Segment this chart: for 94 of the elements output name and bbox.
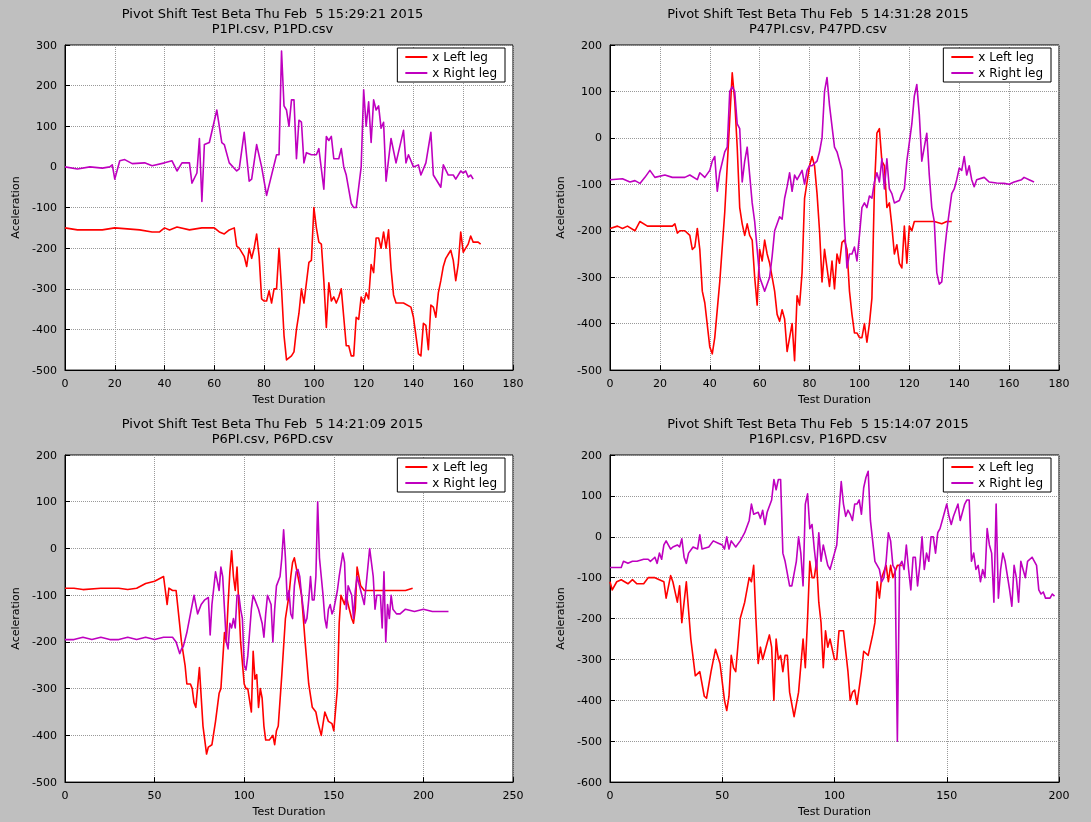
line-series [609, 72, 953, 362]
y-tick-label: 200 [36, 448, 57, 462]
chart-title: Pivot Shift Test Beta Thu Feb 5 15:29:21 2015 [121, 6, 424, 21]
y-tick-label: 0 [50, 160, 57, 174]
x-tick-label: 40 [702, 377, 717, 391]
chart-subtitle: P47PI.csv, P47PD.csv [748, 21, 888, 36]
x-tick-label: 150 [323, 789, 345, 803]
x-tick-label: 100 [233, 789, 255, 803]
y-tick-label: 200 [36, 79, 57, 93]
legend-label: x Right leg [978, 476, 1044, 490]
x-tick-label: 0 [61, 789, 69, 803]
y-tick-label: 200 [581, 448, 602, 462]
legend-label: x Right leg [978, 66, 1044, 80]
chart-subtitle: P6PI.csv, P6PD.csv [211, 431, 334, 446]
y-tick-label: -400 [577, 317, 602, 331]
x-tick-label: 140 [402, 377, 424, 391]
chart-title: Pivot Shift Test Beta Thu Feb 5 14:31:28 2015 [667, 6, 969, 21]
y-tick-label: -400 [32, 322, 57, 336]
x-tick-label: 50 [147, 789, 162, 803]
y-tick-label: 100 [36, 495, 57, 509]
y-tick-label: -300 [577, 270, 602, 284]
y-axis-title: Aceleration [554, 176, 568, 239]
y-tick-label: -200 [577, 612, 602, 626]
x-tick-label: 100 [824, 789, 845, 803]
legend-label: x Left leg [978, 460, 1034, 474]
y-tick-label: -500 [577, 363, 602, 377]
line-series [64, 549, 414, 755]
y-tick-label: -300 [32, 682, 57, 696]
x-tick-label: 120 [353, 377, 375, 391]
legend-label: x Right leg [432, 66, 498, 80]
x-axis-title: Test Duration [251, 393, 326, 406]
x-tick-label: 0 [606, 377, 614, 391]
x-tick-label: 80 [257, 377, 272, 391]
y-tick-label: -400 [32, 728, 57, 742]
y-tick-label: -300 [577, 652, 602, 666]
y-tick-label: -300 [32, 282, 57, 296]
y-tick-label: -400 [577, 693, 602, 707]
x-axis-title: Test Duration [251, 805, 326, 818]
x-tick-label: 20 [107, 377, 122, 391]
x-tick-label: 120 [898, 377, 920, 391]
chart-subtitle: P16PI.csv, P16PD.csv [748, 431, 888, 446]
x-tick-label: 0 [606, 789, 614, 803]
y-tick-label: -500 [32, 775, 57, 789]
y-tick-label: 0 [595, 131, 602, 145]
x-tick-label: 250 [502, 789, 524, 803]
y-axis-title: Aceleration [9, 176, 23, 239]
legend-label: x Right leg [432, 476, 498, 490]
x-tick-label: 100 [848, 377, 870, 391]
x-tick-label: 200 [1048, 789, 1070, 803]
chart-title: Pivot Shift Test Beta Thu Feb 5 15:14:07 2015 [667, 416, 969, 431]
line-series [609, 560, 903, 718]
y-tick-label: -200 [577, 224, 602, 238]
chart-subtitle: P1PI.csv, P1PD.csv [211, 21, 334, 36]
legend-label: x Left leg [978, 50, 1034, 64]
y-axis-title: Aceleration [554, 587, 568, 650]
x-tick-label: 160 [998, 377, 1020, 391]
y-tick-label: -100 [32, 201, 57, 215]
y-tick-label: -100 [577, 571, 602, 585]
y-tick-label: -500 [32, 363, 57, 377]
line-series [64, 206, 482, 361]
y-tick-label: 100 [36, 119, 57, 133]
y-tick-label: -100 [32, 588, 57, 602]
x-tick-label: 180 [1048, 377, 1070, 391]
line-series [64, 500, 450, 671]
y-tick-label: -200 [32, 241, 57, 255]
y-tick-label: -500 [577, 734, 602, 748]
x-tick-label: 180 [502, 377, 524, 391]
y-tick-label: 300 [36, 38, 57, 52]
x-tick-label: 200 [412, 789, 434, 803]
x-tick-label: 50 [715, 789, 730, 803]
y-tick-label: 200 [581, 38, 602, 52]
legend-label: x Left leg [432, 460, 488, 474]
x-tick-label: 40 [157, 377, 172, 391]
y-tick-label: 100 [581, 489, 602, 503]
y-tick-label: -200 [32, 635, 57, 649]
y-axis-title: Aceleration [9, 587, 23, 650]
x-tick-label: 140 [948, 377, 970, 391]
x-axis-title: Test Duration [797, 393, 871, 406]
x-tick-label: 150 [936, 789, 958, 803]
x-tick-label: 60 [207, 377, 222, 391]
legend-label: x Left leg [432, 50, 488, 64]
y-tick-label: 0 [50, 541, 57, 555]
x-tick-label: 160 [452, 377, 474, 391]
x-tick-label: 0 [61, 377, 69, 391]
y-tick-label: 0 [595, 530, 602, 544]
x-tick-label: 60 [752, 377, 767, 391]
x-tick-label: 100 [303, 377, 325, 391]
x-tick-label: 80 [802, 377, 817, 391]
y-tick-label: 100 [581, 84, 602, 98]
y-tick-label: -600 [577, 775, 602, 789]
x-axis-title: Test Duration [797, 805, 871, 818]
chart-title: Pivot Shift Test Beta Thu Feb 5 14:21:09 2015 [121, 416, 424, 431]
x-tick-label: 20 [652, 377, 667, 391]
y-tick-label: -100 [577, 177, 602, 191]
